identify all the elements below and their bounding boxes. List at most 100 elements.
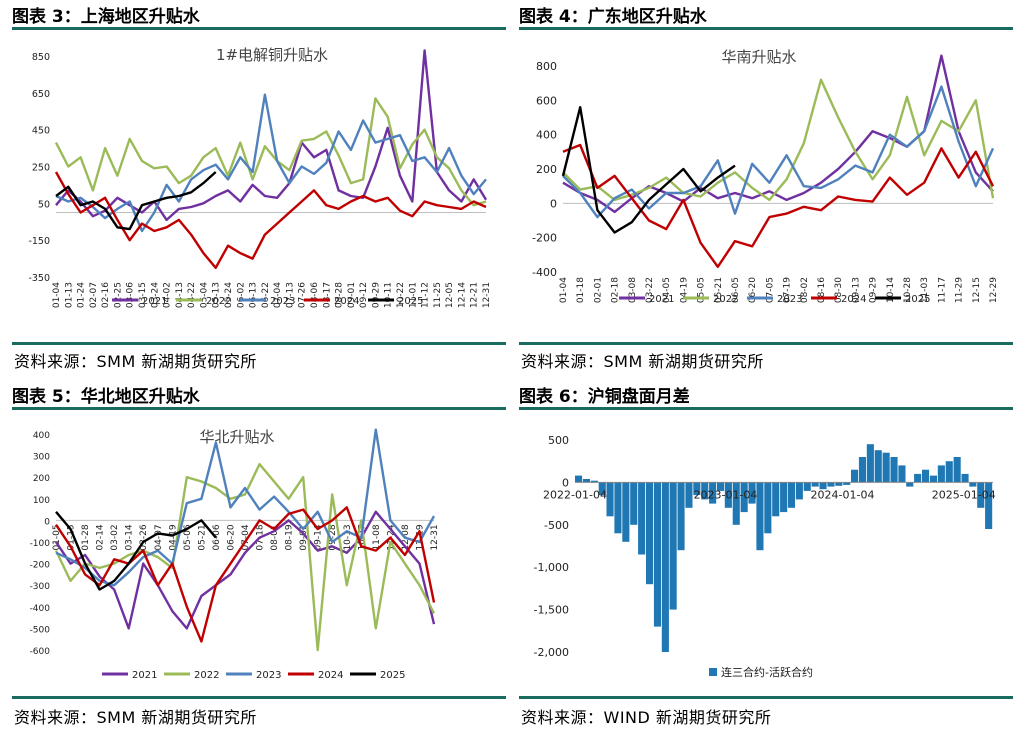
spread-bar [985, 482, 993, 529]
spread-bar [914, 473, 922, 483]
x-tick-label: 03-08 [628, 277, 638, 303]
x-tick-label: 01-13 [64, 282, 74, 308]
spread-bar [661, 482, 669, 652]
title-rule [519, 407, 1013, 410]
x-tick-label: 08-06 [310, 282, 320, 308]
x-tick-label: 12-14 [457, 282, 467, 308]
x-tick-label: 08-02 [800, 277, 810, 303]
x-tick-label: 09-29 [869, 277, 879, 303]
series-line-2023 [55, 428, 436, 587]
x-tick-label: 09-29 [371, 282, 381, 308]
spread-bar [748, 482, 756, 504]
spread-bar [653, 482, 661, 627]
x-tick-label: 09-14 [314, 524, 324, 550]
spread-bar [835, 482, 843, 486]
x-tick-label: 06-06 [212, 524, 222, 550]
x-tick-label: 03-14 [125, 524, 135, 550]
y-tick-label: 400 [33, 431, 50, 441]
series-line-2021 [55, 510, 436, 630]
x-tick-label: 09-01 [347, 282, 357, 308]
figure-title: 图表 6：沪铜盘面月差 [519, 387, 690, 407]
spread-bar [677, 482, 685, 551]
legend-label-2025: 2025 [905, 294, 930, 305]
spread-bar [646, 482, 654, 585]
y-tick-label: -200 [532, 232, 557, 245]
x-tick-label: 2024-01-04 [811, 488, 875, 501]
x-tick-label: 01-04 [559, 277, 569, 303]
spread-bar [945, 461, 953, 483]
spread-bar [724, 482, 732, 508]
x-tick-label: 12-05 [445, 282, 455, 308]
legend-label-2025: 2025 [380, 670, 405, 681]
spread-bar [922, 469, 930, 483]
x-tick-label: 02-16 [101, 282, 111, 308]
series-line-2025 [55, 171, 217, 231]
spread-bar [709, 482, 717, 504]
legend-label-2023: 2023 [256, 670, 281, 681]
x-tick-label: 11-17 [937, 277, 947, 303]
x-tick-label: 12-15 [972, 277, 982, 303]
spread-bar [701, 482, 709, 500]
x-tick-label: 11-01 [408, 282, 418, 308]
x-tick-label: 01-24 [77, 282, 87, 308]
x-tick-label: 12-31 [482, 282, 492, 308]
x-tick-label: 03-02 [110, 524, 120, 550]
x-tick-label: 05-06 [183, 524, 193, 550]
spread-bar [811, 482, 819, 487]
y-tick-label: 450 [32, 126, 50, 137]
spread-bar [732, 482, 740, 525]
source-note: 资料来源：SMM 新湖期货研究所 [14, 708, 257, 727]
x-tick-label: 10-13 [343, 524, 353, 550]
spread-bar [638, 482, 646, 555]
y-tick-label: -150 [28, 236, 50, 247]
y-tick-label: -100 [30, 539, 51, 549]
x-tick-label: 09-01 [299, 524, 309, 550]
spread-bar [937, 465, 945, 483]
spread-bar [756, 482, 764, 551]
source-note: 资料来源：SMM 新湖期货研究所 [521, 352, 764, 371]
x-tick-label: 04-05 [662, 277, 672, 303]
series-line-2023 [55, 93, 487, 233]
source-rule [12, 342, 506, 345]
spread-bar [764, 482, 772, 534]
x-tick-label: 03-06 [126, 282, 136, 308]
y-tick-label: -350 [28, 273, 50, 284]
x-tick-label: 2022-01-04 [543, 488, 607, 501]
x-tick-label: 08-30 [834, 277, 844, 303]
x-tick-label: 03-24 [150, 282, 160, 308]
x-tick-label: 01-18 [576, 277, 586, 303]
chart-title: 华北升贴水 [199, 428, 274, 446]
x-tick-label: 04-13 [175, 282, 185, 308]
x-tick-label: 04-19 [168, 524, 178, 550]
legend-label-2025: 2025 [398, 296, 423, 307]
y-tick-label: -1,000 [534, 561, 569, 574]
x-tick-label: 11-03 [920, 277, 930, 303]
x-tick-label: 08-01 [270, 524, 280, 550]
x-tick-label: 05-04 [199, 282, 209, 308]
series-line-2025 [561, 105, 736, 234]
y-tick-label: 650 [32, 89, 50, 100]
y-tick-label: 400 [536, 129, 557, 142]
spread-bar [898, 465, 906, 483]
y-tick-label: 50 [38, 199, 50, 210]
x-tick-label: 01-15 [67, 524, 77, 550]
spread-bar [929, 475, 937, 483]
x-tick-label: 09-13 [851, 277, 861, 303]
y-tick-label: -400 [532, 266, 557, 279]
spread-bar [630, 482, 638, 525]
y-tick-label: 600 [536, 94, 557, 107]
north-china-premium-chart: 华北升贴水 400 300 200 100 0 -100 -200 -300 -400 -500 -6… [30, 428, 440, 681]
x-tick-label: 10-11 [384, 282, 394, 308]
spread-bar [969, 482, 977, 487]
x-tick-label: 11-29 [955, 277, 965, 303]
spread-bar [780, 482, 788, 513]
spread-bar [977, 482, 985, 508]
x-tick-label: 03-15 [138, 282, 148, 308]
spread-bar [606, 482, 614, 517]
spread-bar [890, 457, 898, 483]
x-tick-label: 02-14 [96, 524, 106, 550]
month-spread-chart: 500 0 -500 -1,000 -1,500 -2,000 2022-01-04 2023… [534, 434, 996, 679]
x-tick-label: 05-21 [197, 524, 207, 550]
source-rule [519, 342, 1013, 345]
